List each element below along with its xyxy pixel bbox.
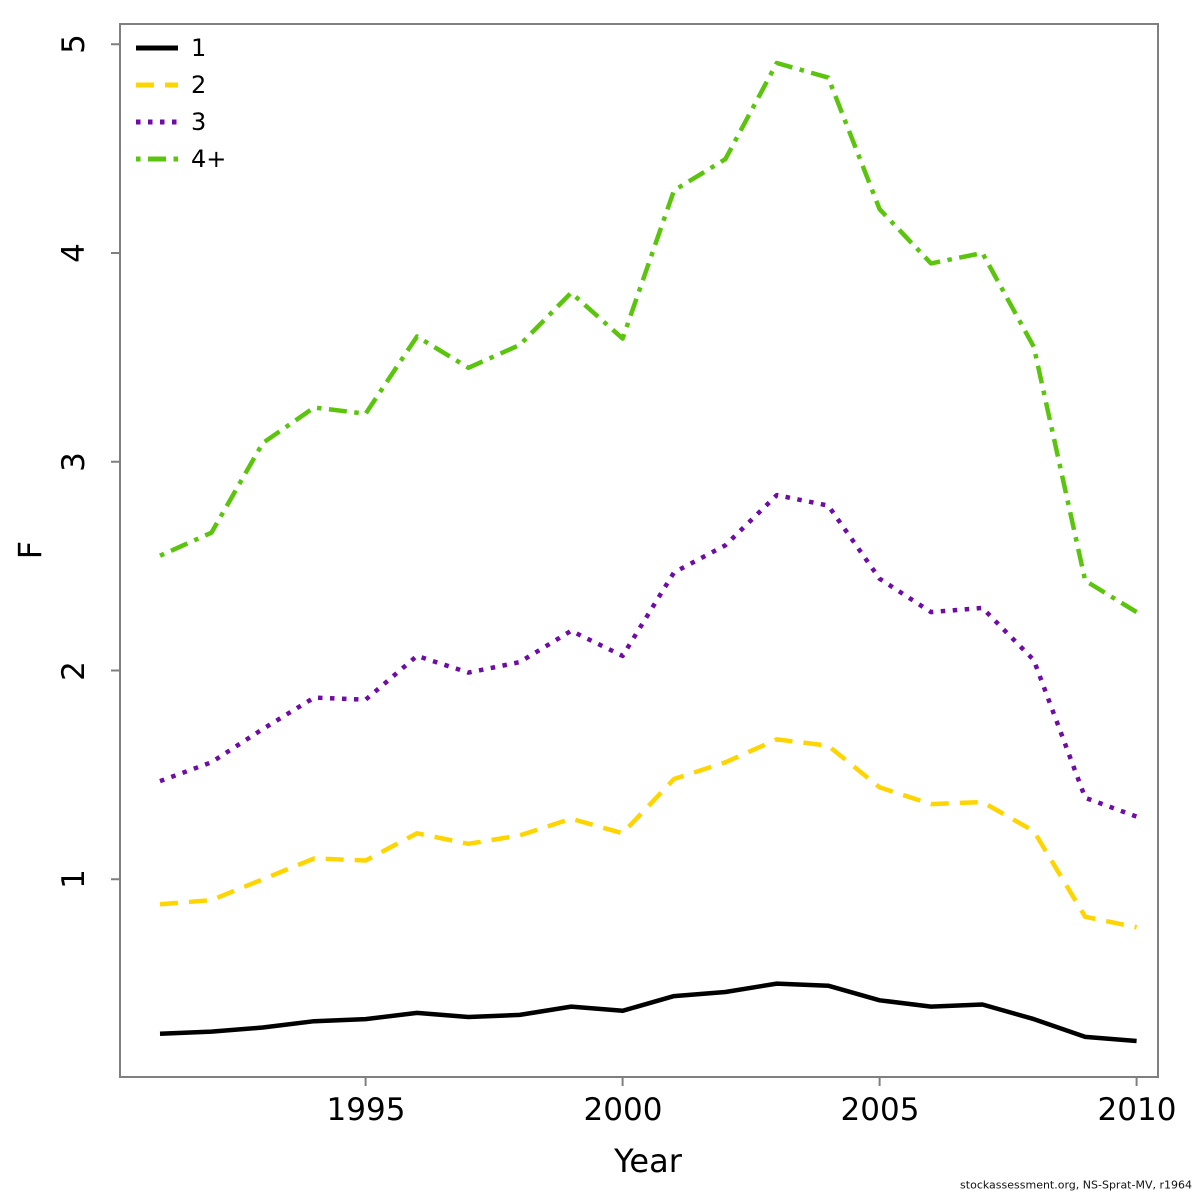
x-tick-label-2005: 2005	[840, 1092, 920, 1128]
legend-label-age2: 2	[191, 71, 207, 99]
legend-label-age1: 1	[191, 34, 207, 62]
x-tick-label-2010: 2010	[1097, 1092, 1177, 1128]
y-axis-title: F	[11, 540, 49, 560]
legend-label-age3: 3	[191, 108, 207, 136]
series-line-age4plus	[159, 60, 1138, 615]
footer-attribution: stockassessment.org, NS-Sprat-MV, r1964	[960, 1178, 1192, 1192]
legend-label-age4plus: 4+	[191, 145, 227, 173]
series-line-age1	[159, 981, 1137, 1044]
series-line-age2	[159, 737, 1138, 930]
y-tick-label-1: 1	[56, 869, 92, 889]
y-tick-label-4: 4	[56, 243, 92, 263]
x-axis-title: Year	[614, 1142, 682, 1180]
x-tick-label-1995: 1995	[326, 1092, 406, 1128]
y-tick-label-2: 2	[56, 661, 92, 681]
y-tick-label-3: 3	[56, 452, 92, 472]
plot-frame	[119, 23, 1159, 1078]
x-tick-label-2000: 2000	[583, 1092, 663, 1128]
series-line-age3	[159, 492, 1138, 819]
y-tick-label-5: 5	[56, 34, 92, 54]
